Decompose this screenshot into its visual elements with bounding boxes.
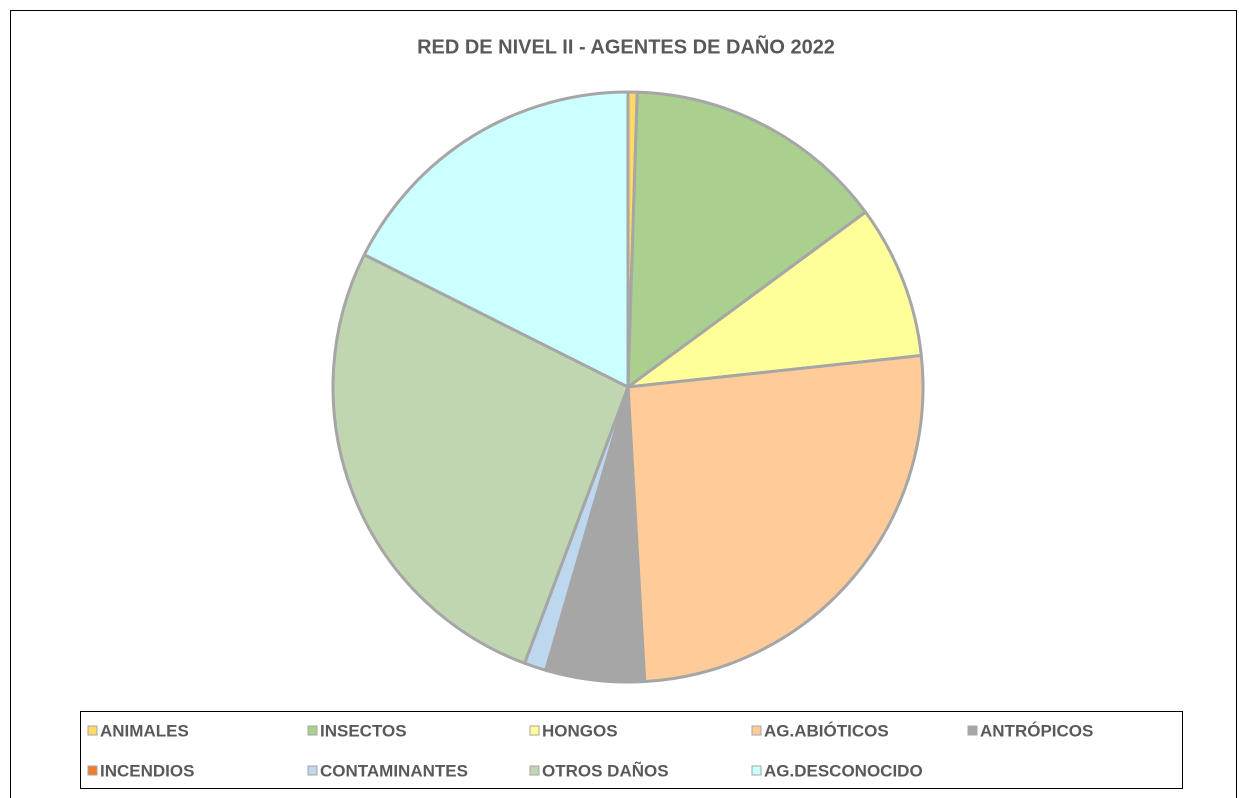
legend-label: INSECTOS xyxy=(320,721,407,740)
legend-label: ANIMALES xyxy=(100,721,189,740)
pie-slice xyxy=(331,253,630,665)
legend-swatch xyxy=(529,765,540,776)
legend-label: AG.DESCONOCIDO xyxy=(764,761,923,780)
legend-swatch xyxy=(751,725,762,736)
legend-swatch xyxy=(87,725,98,736)
chart-title: RED DE NIVEL II - AGENTES DE DAÑO 2022 xyxy=(417,35,835,58)
legend-label: CONTAMINANTES xyxy=(320,761,468,780)
pie-slice xyxy=(362,90,630,389)
pie-slice xyxy=(626,354,925,684)
legend-swatch xyxy=(967,725,978,736)
legend-swatch xyxy=(87,765,98,776)
pie-slice xyxy=(626,90,868,389)
legend-label: OTROS DAÑOS xyxy=(542,760,669,780)
legend-box xyxy=(80,711,1183,789)
pie-slice xyxy=(626,210,923,389)
legend-swatch xyxy=(307,765,318,776)
legend-swatch xyxy=(529,725,540,736)
legend-label: AG.ABIÓTICOS xyxy=(764,721,889,740)
legend-label: ANTRÓPICOS xyxy=(980,721,1093,740)
legend-swatch xyxy=(751,765,762,776)
legend-label: INCENDIOS xyxy=(100,761,194,780)
legend-label: HONGOS xyxy=(542,721,618,740)
legend-swatch xyxy=(307,725,318,736)
